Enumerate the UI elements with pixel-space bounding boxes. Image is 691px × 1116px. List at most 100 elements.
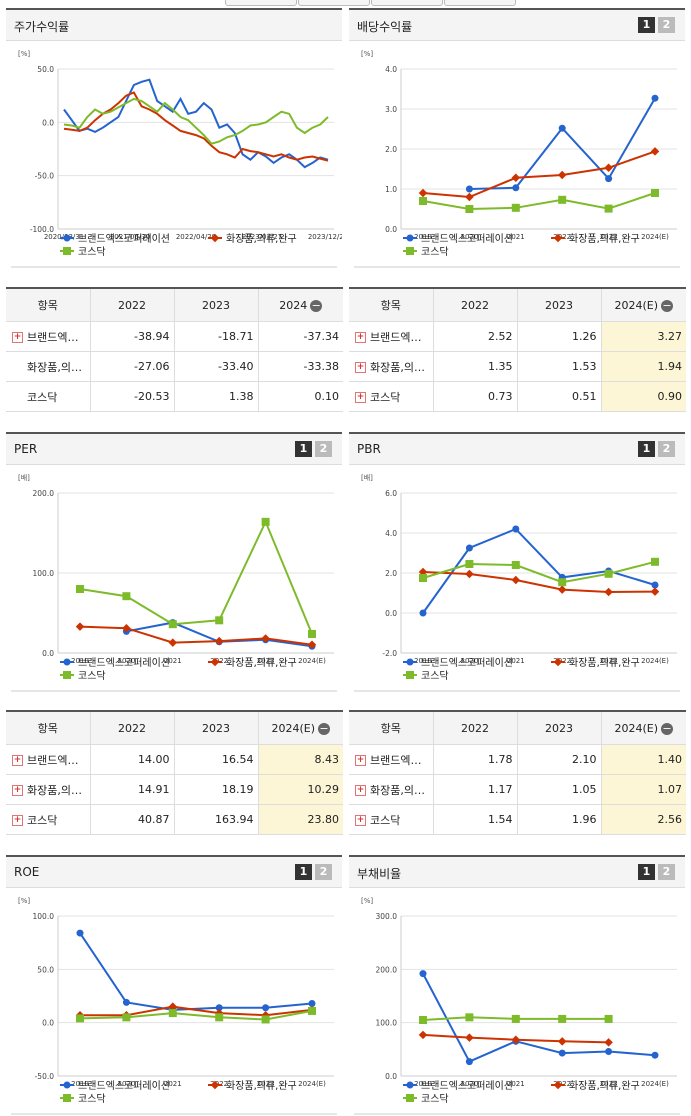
pbr-chart: [배]6.04.02.00.0-2.0201920202021202220232…	[354, 473, 680, 692]
expand-icon[interactable]: +	[12, 332, 23, 343]
y-tick-label: 2.0	[385, 145, 397, 154]
legend-label-brand: 브랜드엑스코퍼레이션	[78, 657, 170, 669]
x-tick-label: 2020	[117, 657, 135, 665]
page-1-button[interactable]: 1	[638, 17, 655, 33]
data-point	[605, 175, 613, 183]
expand-icon[interactable]: +	[355, 362, 366, 373]
series-line-kosdaq	[79, 1009, 313, 1021]
y-tick-label: 100.0	[33, 569, 55, 578]
data-point	[307, 640, 317, 650]
row-name: + 코스닥	[349, 381, 434, 412]
data-point	[308, 629, 316, 638]
cell-value: 1.35	[432, 351, 518, 382]
toolbar-button[interactable]	[371, 0, 443, 6]
page-1-button[interactable]: 1	[295, 864, 312, 880]
y-tick-label: 0.0	[42, 118, 54, 127]
data-point	[63, 234, 71, 242]
page-1-button[interactable]: 1	[638, 441, 655, 457]
y-tick-label: 0.0	[385, 609, 397, 618]
data-point	[261, 634, 270, 643]
data-point	[308, 999, 316, 1007]
expand-icon[interactable]: +	[355, 392, 366, 403]
data-point	[511, 203, 520, 212]
data-point	[511, 575, 521, 585]
page-2-button[interactable]: 2	[658, 864, 675, 880]
stock-return-table: 항목 2022 2023 2024− + 브랜드엑… -38.94 -18.71 -37.34 화…	[6, 287, 343, 412]
data-point	[76, 1014, 84, 1023]
toolbar-button[interactable]	[298, 0, 370, 6]
y-unit-label: [%]	[18, 50, 30, 58]
collapse-icon[interactable]: −	[661, 298, 674, 312]
page-2-button[interactable]: 2	[658, 17, 675, 33]
data-point	[604, 587, 613, 597]
expand-icon[interactable]: +	[355, 755, 366, 766]
data-point	[419, 1016, 427, 1024]
legend-label-cosmetics: 화장품,의류,완구	[226, 233, 297, 245]
x-tick-label: 2019	[71, 657, 89, 665]
collapse-icon[interactable]: −	[310, 298, 323, 312]
legend-label-brand: 브랜드엑스코퍼레이션	[78, 233, 170, 245]
column-header: 2023	[516, 288, 602, 322]
column-header: 항목	[6, 711, 91, 745]
cell-value: 1.05	[516, 774, 602, 805]
legend-label-kosdaq: 코스닥	[421, 246, 449, 258]
data-point	[465, 1033, 474, 1042]
series-line-cosmetics	[422, 150, 656, 199]
expand-icon[interactable]: +	[12, 785, 23, 796]
data-point	[63, 671, 71, 679]
page-2-button[interactable]: 2	[315, 441, 332, 457]
y-unit-label: [%]	[361, 897, 373, 905]
cell-value: 3.27	[600, 321, 686, 352]
collapse-icon[interactable]: −	[661, 721, 674, 735]
toolbar-button[interactable]	[225, 0, 297, 6]
column-header: 항목	[349, 288, 434, 322]
data-point	[63, 1094, 71, 1102]
row-name: + 코스닥	[349, 804, 434, 835]
y-tick-label: 200.0	[33, 489, 55, 498]
row-name: + 브랜드엑…	[6, 321, 91, 352]
table-row: + 화장품,의… 14.91 18.19 10.29	[6, 774, 343, 805]
legend-label-cosmetics: 화장품,의류,완구	[226, 1080, 297, 1092]
data-point	[558, 1014, 567, 1023]
roe-panel: ROE 1 2 [%] 100.0 50.0 0.0 -50.0 2019 2020 2021…	[6, 855, 342, 1116]
cell-value: 23.80	[257, 804, 343, 835]
collapse-icon[interactable]: −	[318, 721, 331, 735]
expand-icon[interactable]: +	[355, 332, 366, 343]
data-point	[215, 1004, 223, 1012]
table-row: + 브랜드엑… 1.78 2.10 1.40	[349, 744, 686, 775]
x-tick-label: 2019	[414, 1080, 432, 1088]
data-point	[558, 195, 567, 204]
cell-value: 0.10	[257, 381, 343, 412]
column-header: 2024−	[257, 288, 343, 322]
cell-value: 1.94	[600, 351, 686, 382]
page-1-button[interactable]: 1	[295, 441, 312, 457]
data-point	[63, 658, 71, 666]
panel-title: ROE	[14, 865, 40, 879]
table-row: + 화장품,의… 1.35 1.53 1.94	[349, 351, 686, 382]
column-header: 2022	[89, 288, 175, 322]
x-tick-label: 2020	[460, 1080, 478, 1088]
cell-value: 2.56	[600, 804, 686, 835]
page-1-button[interactable]: 1	[638, 864, 655, 880]
cell-value: -27.06	[89, 351, 175, 382]
expand-icon[interactable]: +	[355, 785, 366, 796]
table-row: + 브랜드엑… 2.52 1.26 3.27	[349, 321, 686, 352]
column-header: 2022	[432, 711, 518, 745]
expand-icon[interactable]: +	[12, 755, 23, 766]
page-2-button[interactable]: 2	[315, 864, 332, 880]
x-tick-label: 2021	[164, 657, 182, 665]
series-line-brand	[422, 973, 656, 1063]
x-tick-label: 2020	[117, 1080, 135, 1088]
page-2-button[interactable]: 2	[658, 441, 675, 457]
data-point	[63, 247, 71, 255]
dividend-yield-table: 항목 2022 2023 2024(E) − + 브랜드엑… 2.52 1.26 3.27 + 화장품…	[349, 287, 686, 412]
y-tick-label: 1.0	[385, 185, 397, 194]
cell-value: 18.19	[173, 774, 259, 805]
expand-icon[interactable]: +	[355, 815, 366, 826]
data-point	[122, 592, 131, 601]
y-tick-label: 100.0	[33, 912, 55, 921]
expand-icon[interactable]: +	[12, 815, 23, 826]
data-point	[558, 1049, 566, 1057]
data-point	[557, 170, 567, 180]
toolbar-button[interactable]	[444, 0, 516, 6]
